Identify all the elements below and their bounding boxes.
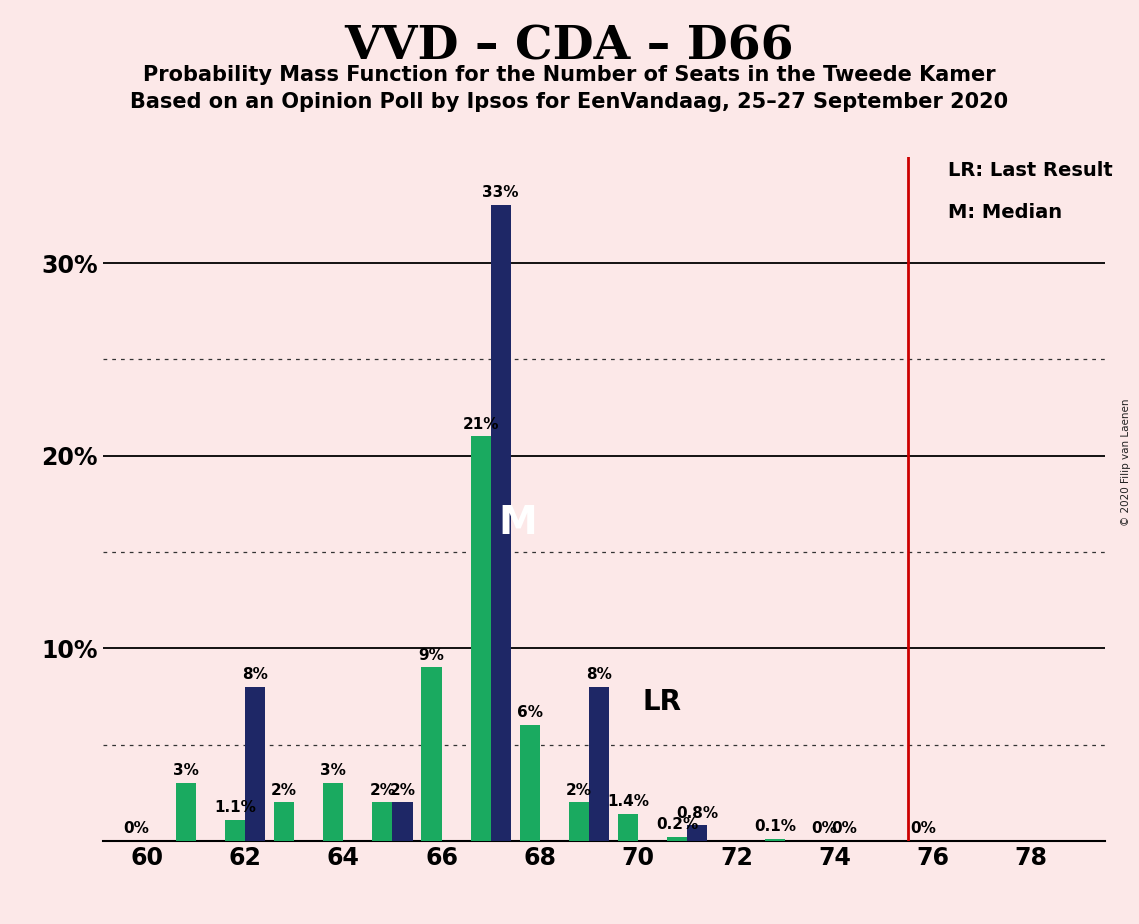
Text: 2%: 2% [271,783,297,797]
Text: 2%: 2% [369,783,395,797]
Bar [667,837,687,841]
Bar [491,205,510,841]
Text: 0%: 0% [910,821,936,836]
Text: VVD – CDA – D66: VVD – CDA – D66 [345,23,794,69]
Bar [687,825,707,841]
Text: 0.2%: 0.2% [656,817,698,833]
Bar [372,802,393,841]
Text: M: M [498,504,538,542]
Bar [470,436,491,841]
Text: 0.1%: 0.1% [754,819,796,834]
Text: LR: LR [644,688,682,716]
Bar [568,802,589,841]
Text: 0.8%: 0.8% [677,806,719,821]
Bar [175,783,196,841]
Bar [393,802,412,841]
Bar [245,687,265,841]
Text: 8%: 8% [243,667,268,682]
Bar [224,820,245,841]
Text: 6%: 6% [517,705,542,721]
Text: 3%: 3% [173,763,198,778]
Text: 1.4%: 1.4% [607,794,649,809]
Bar [421,667,442,841]
Text: Based on an Opinion Poll by Ipsos for EenVandaag, 25–27 September 2020: Based on an Opinion Poll by Ipsos for Ee… [131,92,1008,113]
Text: 33%: 33% [483,186,519,201]
Text: Probability Mass Function for the Number of Seats in the Tweede Kamer: Probability Mass Function for the Number… [144,65,995,85]
Text: 8%: 8% [587,667,612,682]
Text: 3%: 3% [320,763,346,778]
Text: 2%: 2% [390,783,416,797]
Text: 21%: 21% [462,417,499,432]
Bar [323,783,343,841]
Text: © 2020 Filip van Laenen: © 2020 Filip van Laenen [1121,398,1131,526]
Bar [589,687,609,841]
Text: 9%: 9% [418,648,444,663]
Text: 0%: 0% [812,821,837,836]
Text: 2%: 2% [566,783,592,797]
Bar [519,725,540,841]
Text: 0%: 0% [124,821,149,836]
Text: 0%: 0% [831,821,858,836]
Text: M: Median: M: Median [948,203,1062,223]
Text: LR: Last Result: LR: Last Result [948,161,1113,180]
Text: 1.1%: 1.1% [214,800,256,815]
Bar [618,814,638,841]
Bar [274,802,294,841]
Bar [765,839,786,841]
